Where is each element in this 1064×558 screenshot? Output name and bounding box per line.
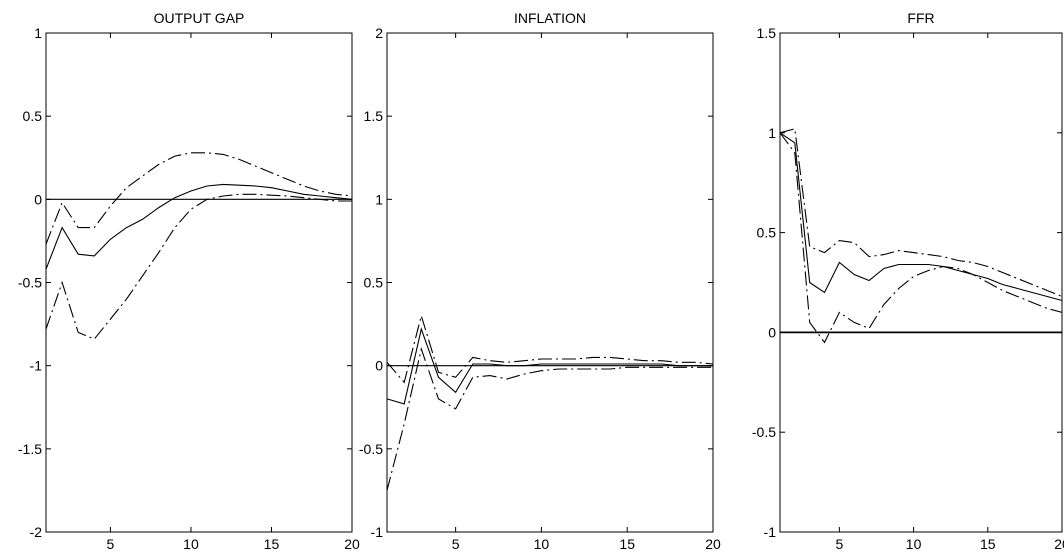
- confidence-band-line: [45, 152, 353, 245]
- panel-2: INFLATION -1 -0.5 0 0.5 1 1.5 2 5 10 15 20: [359, 10, 721, 552]
- panel-title: OUTPUT GAP: [154, 10, 245, 26]
- impulse-response-line: [45, 183, 353, 270]
- y-tick-label: 1: [768, 125, 776, 141]
- y-tick-label: 2: [375, 25, 383, 41]
- panel-3: FFR -1 -0.5 0 0.5 1 1.5 5 10 15 20: [752, 10, 1064, 552]
- y-tick-label: -1: [371, 524, 384, 540]
- panel-title: FFR: [907, 10, 934, 26]
- x-tick-label: 15: [264, 536, 280, 552]
- confidence-band-line: [779, 132, 1063, 344]
- panel-title: INFLATION: [514, 10, 586, 26]
- x-tick-label: 5: [835, 536, 843, 552]
- y-tick-label: -0.5: [752, 424, 776, 440]
- y-tick-label: -1: [30, 358, 43, 374]
- confidence-band-line: [45, 193, 352, 340]
- x-tick-label: 10: [183, 536, 199, 552]
- x-tick-label: 20: [344, 536, 360, 552]
- y-tick-label: -2: [30, 524, 43, 540]
- y-tick-label: 0: [375, 358, 383, 374]
- x-tick-label: 10: [534, 536, 550, 552]
- plot-frame: [45, 32, 353, 533]
- y-tick-label: 1.5: [757, 25, 777, 41]
- y-tick-label: 0.5: [364, 275, 384, 291]
- confidence-band-line: [386, 313, 714, 384]
- x-tick-label: 20: [1054, 536, 1064, 552]
- confidence-band-line: [779, 128, 1063, 298]
- plot-frame: [386, 32, 714, 533]
- y-tick-label: -0.5: [359, 441, 383, 457]
- y-tick-label: 0: [34, 191, 42, 207]
- impulse-response-line: [386, 327, 713, 405]
- impulse-response-line: [779, 132, 1063, 302]
- x-tick-label: 10: [906, 536, 922, 552]
- y-tick-label: -1: [764, 524, 777, 540]
- y-tick-label: -1.5: [18, 441, 42, 457]
- x-tick-label: 15: [619, 536, 635, 552]
- y-tick-label: 0.5: [757, 225, 777, 241]
- y-tick-label: 0: [768, 324, 776, 340]
- y-tick-label: 1: [375, 191, 383, 207]
- x-tick-label: 5: [107, 536, 115, 552]
- y-tick-label: 1.5: [364, 108, 384, 124]
- y-tick-label: 0.5: [23, 108, 43, 124]
- panel-1: OUTPUT GAP-2-1.5-1-0.500.515 10 15 20: [18, 10, 360, 552]
- plot-frame: [779, 32, 1063, 533]
- y-tick-label: 1: [34, 25, 42, 41]
- y-tick-label: -0.5: [18, 275, 42, 291]
- x-tick-label: 20: [705, 536, 721, 552]
- x-tick-label: 5: [452, 536, 460, 552]
- confidence-band-line: [386, 347, 713, 491]
- x-tick-label: 15: [980, 536, 996, 552]
